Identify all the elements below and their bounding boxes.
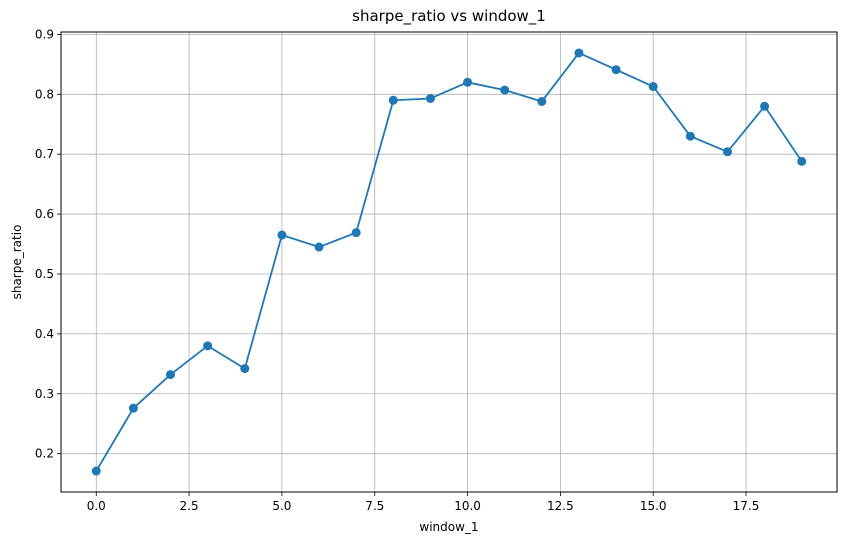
data-point <box>797 156 807 166</box>
x-tick-label: 2.5 <box>180 499 199 513</box>
y-tick-label: 0.6 <box>35 207 54 221</box>
x-tick-label: 12.5 <box>547 499 574 513</box>
data-point <box>722 147 732 157</box>
y-axis-ticks: 0.2 0.3 0.4 0.5 0.6 0.7 0.8 0.9 <box>35 27 61 461</box>
data-point <box>203 341 213 351</box>
data-point <box>277 230 287 240</box>
y-tick-label: 0.8 <box>35 87 54 101</box>
x-axis-label: window_1 <box>419 520 478 534</box>
data-point <box>574 48 584 58</box>
x-tick-label: 5.0 <box>272 499 291 513</box>
x-tick-label: 15.0 <box>640 499 667 513</box>
series-line-layer <box>95 52 803 472</box>
data-point <box>463 77 473 87</box>
data-points <box>91 48 807 476</box>
data-point <box>128 403 138 413</box>
data-point <box>240 364 250 374</box>
plot-frame <box>60 31 838 493</box>
x-tick-label: 10.0 <box>454 499 481 513</box>
data-point <box>685 131 695 141</box>
data-point <box>425 93 435 103</box>
data-point <box>500 85 510 95</box>
data-point <box>537 96 547 106</box>
data-point <box>611 65 621 75</box>
y-tick-label: 0.9 <box>35 27 54 41</box>
y-tick-label: 0.2 <box>35 447 54 461</box>
y-axis-label: sharpe_ratio <box>10 225 24 300</box>
x-tick-label: 0.0 <box>87 499 106 513</box>
data-point <box>351 228 361 238</box>
grid <box>61 32 837 492</box>
series-line <box>95 52 803 472</box>
y-tick-label: 0.7 <box>35 147 54 161</box>
chart-title: sharpe_ratio vs window_1 <box>352 7 546 26</box>
x-tick-label: 17.5 <box>733 499 760 513</box>
data-point <box>314 242 324 252</box>
data-point <box>760 101 770 111</box>
x-axis-ticks: 0.0 2.5 5.0 7.5 10.0 12.5 15.0 17.5 <box>87 492 760 513</box>
data-point <box>166 370 176 380</box>
data-point <box>91 466 101 476</box>
data-point <box>388 95 398 105</box>
y-tick-label: 0.5 <box>35 267 54 281</box>
data-point <box>648 82 658 92</box>
x-tick-label: 7.5 <box>365 499 384 513</box>
y-tick-label: 0.4 <box>35 327 54 341</box>
y-tick-label: 0.3 <box>35 387 54 401</box>
